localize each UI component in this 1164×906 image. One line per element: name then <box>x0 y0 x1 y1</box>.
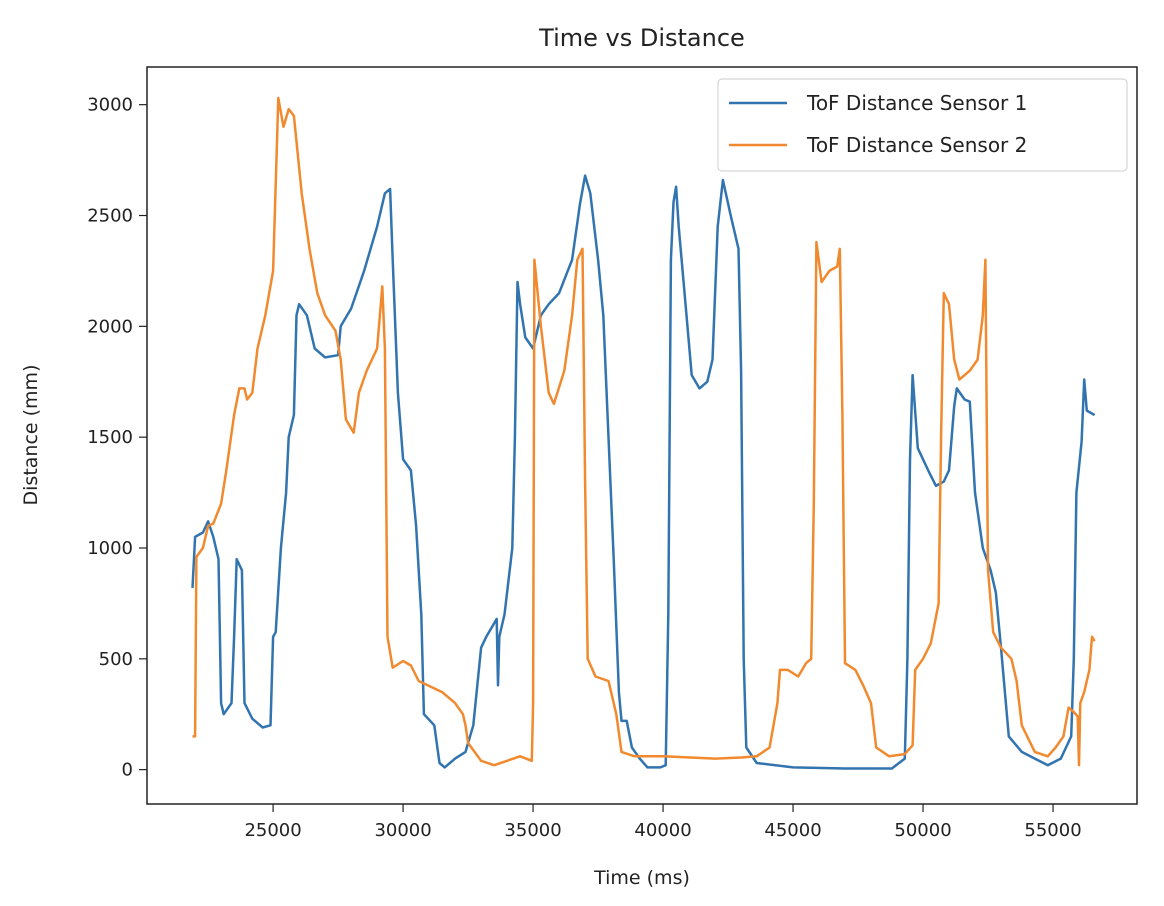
plot-frame <box>146 66 1138 805</box>
legend-box <box>717 78 1128 172</box>
y-tick-label: 1000 <box>87 538 133 559</box>
y-tick-label: 0 <box>122 760 133 781</box>
chart-title: Time vs Distance <box>538 24 745 52</box>
x-tick-label: 30000 <box>374 820 431 841</box>
y-tick-label: 500 <box>99 649 133 670</box>
legend: ToF Distance Sensor 1 ToF Distance Senso… <box>717 78 1128 172</box>
series-line-sensor-2 <box>192 96 1096 767</box>
legend-label-sensor-2: ToF Distance Sensor 2 <box>806 133 1027 157</box>
y-tick-label: 2500 <box>87 206 133 227</box>
x-tick-label: 40000 <box>634 820 691 841</box>
y-tick-label: 3000 <box>87 95 133 116</box>
legend-label-sensor-1: ToF Distance Sensor 1 <box>806 91 1027 115</box>
x-axis-label: Time (ms) <box>593 867 690 889</box>
series-line-sensor-1 <box>191 174 1096 770</box>
x-tick-label: 25000 <box>244 820 301 841</box>
x-tick-label: 35000 <box>504 820 561 841</box>
x-tick-label: 45000 <box>764 820 821 841</box>
y-tick-label: 2000 <box>87 316 133 337</box>
y-tick-label: 1500 <box>87 427 133 448</box>
y-axis-label: Distance (mm) <box>20 365 42 506</box>
x-tick-label: 55000 <box>1024 820 1081 841</box>
x-tick-label: 50000 <box>894 820 951 841</box>
